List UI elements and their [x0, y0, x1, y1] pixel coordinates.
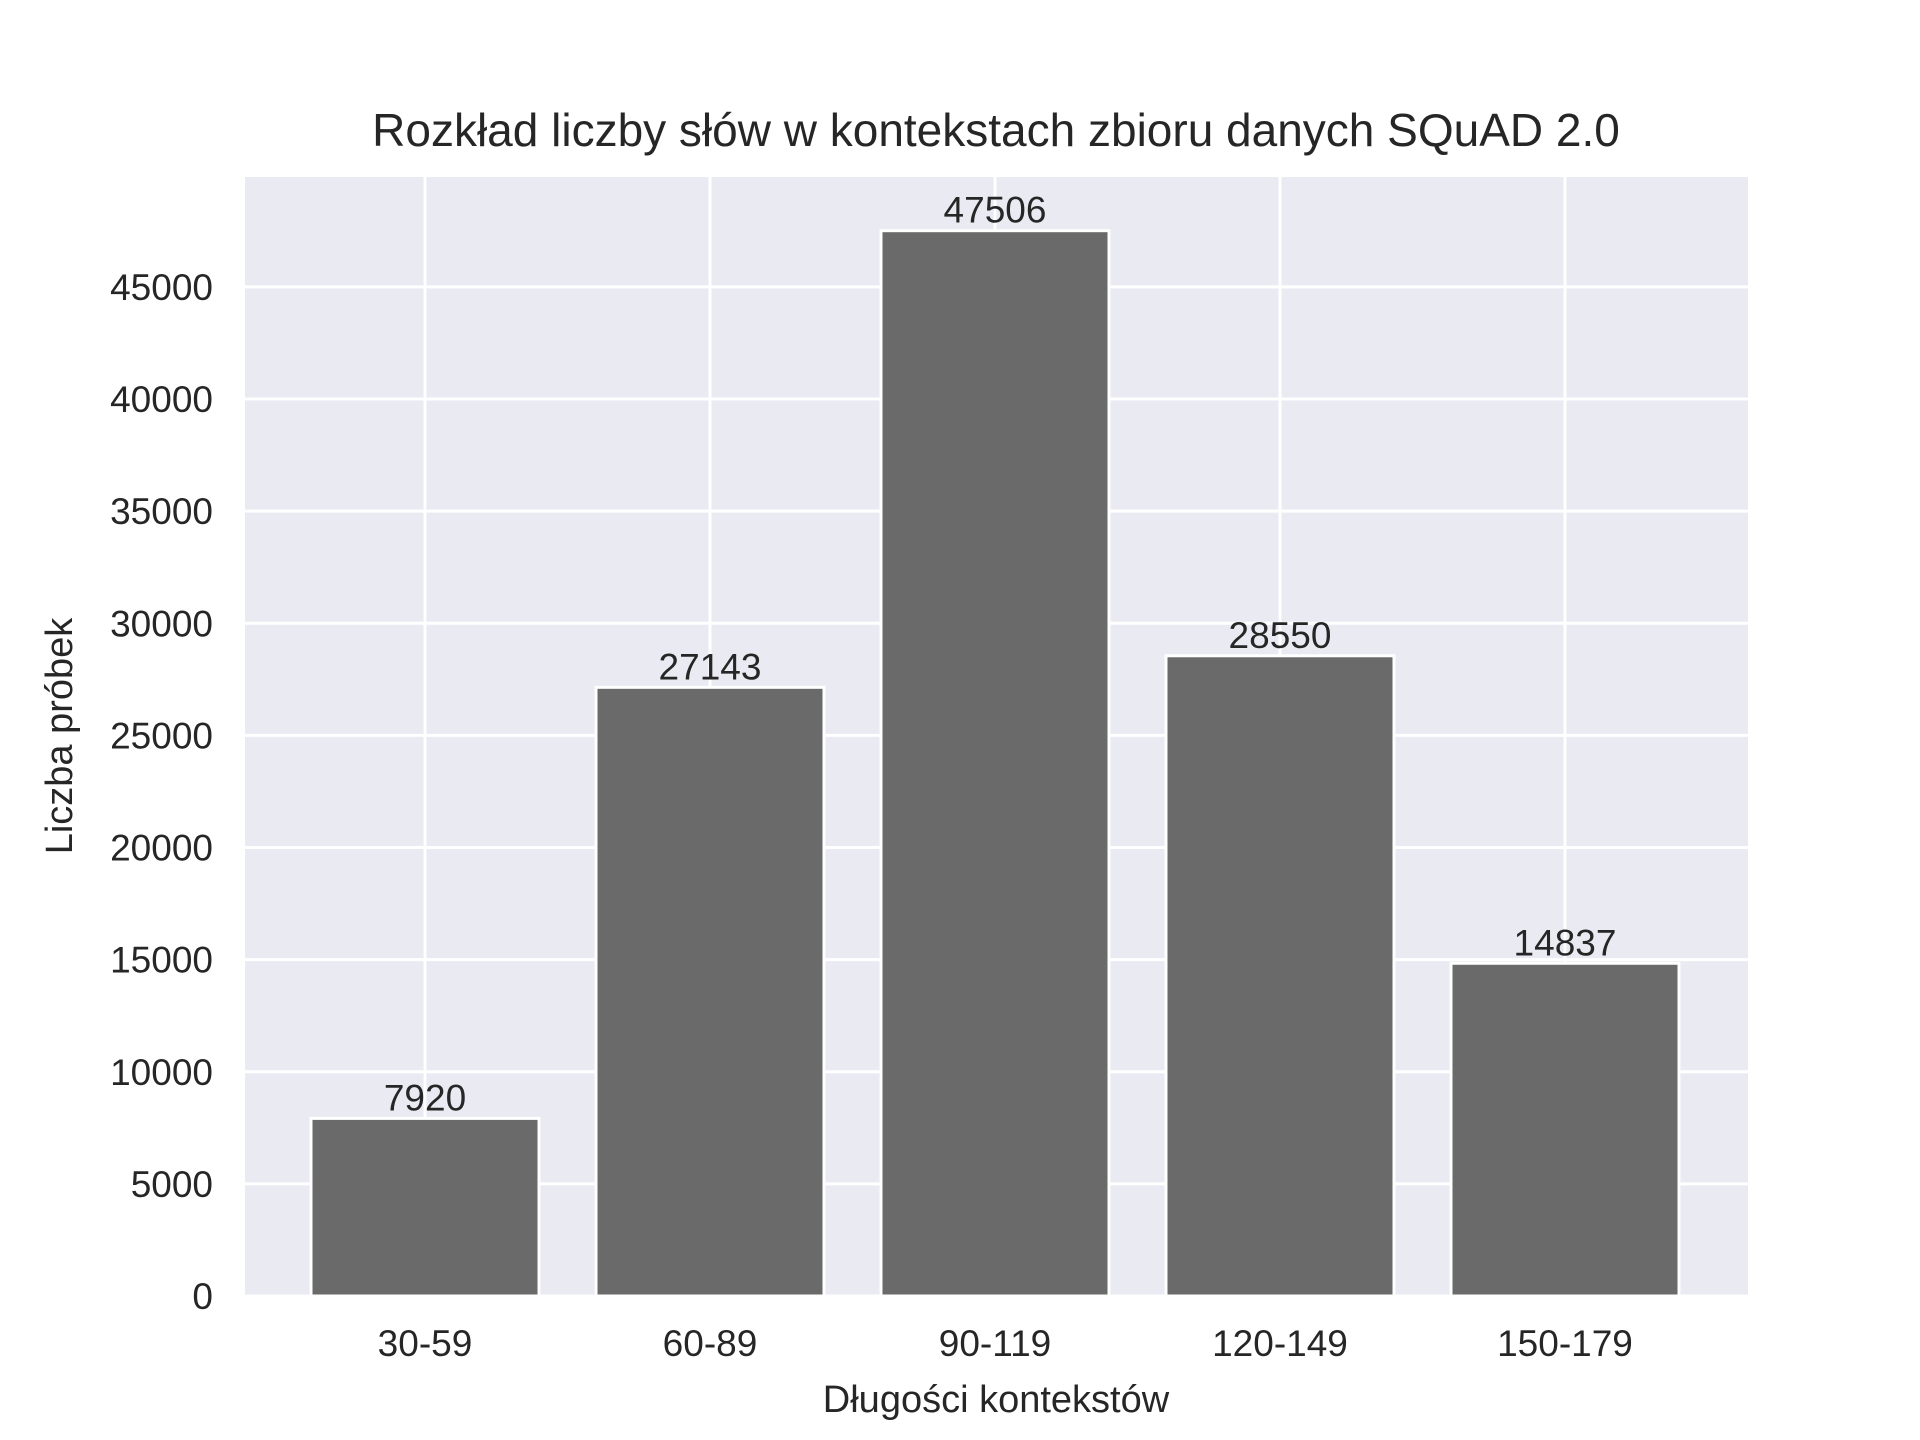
- y-tick-label: 30000: [110, 603, 213, 644]
- x-axis-ticks: 30-59 60-89 90-119 120-149 150-179: [378, 1323, 1633, 1364]
- data-label-30-59: 7920: [384, 1077, 466, 1118]
- data-labels: 7920 27143 47506 28550 14837: [384, 190, 1617, 1119]
- bar-150-179: [1449, 961, 1681, 1298]
- y-tick-label: 45000: [110, 267, 213, 308]
- bar-30-59: [309, 1116, 541, 1298]
- data-label-120-149: 28550: [1229, 615, 1332, 656]
- y-axis-label: Liczba próbek: [39, 617, 81, 855]
- y-tick-label: 5000: [131, 1164, 213, 1205]
- y-tick-label: 0: [192, 1276, 213, 1317]
- bar-90-119: [879, 229, 1111, 1298]
- data-label-90-119: 47506: [944, 190, 1047, 231]
- data-label-150-179: 14837: [1514, 922, 1617, 963]
- x-tick-label: 120-149: [1212, 1323, 1348, 1364]
- bar-60-89: [594, 685, 826, 1298]
- y-tick-label: 35000: [110, 491, 213, 532]
- y-axis-ticks: 0 5000 10000 15000 20000 25000 30000 35000 40000…: [110, 267, 213, 1317]
- x-tick-label: 30-59: [378, 1323, 473, 1364]
- x-tick-label: 60-89: [663, 1323, 758, 1364]
- y-tick-label: 40000: [110, 379, 213, 420]
- bars: [309, 229, 1681, 1298]
- x-tick-label: 90-119: [939, 1323, 1051, 1364]
- data-label-60-89: 27143: [659, 646, 762, 687]
- x-axis-label: Długości kontekstów: [823, 1379, 1170, 1421]
- y-tick-label: 25000: [110, 715, 213, 756]
- bar-120-149: [1164, 654, 1396, 1298]
- chart-title: Rozkład liczby słów w kontekstach zbioru…: [372, 104, 1620, 156]
- y-tick-label: 10000: [110, 1052, 213, 1093]
- x-tick-label: 150-179: [1497, 1323, 1633, 1364]
- y-tick-label: 15000: [110, 940, 213, 981]
- y-tick-label: 20000: [110, 828, 213, 869]
